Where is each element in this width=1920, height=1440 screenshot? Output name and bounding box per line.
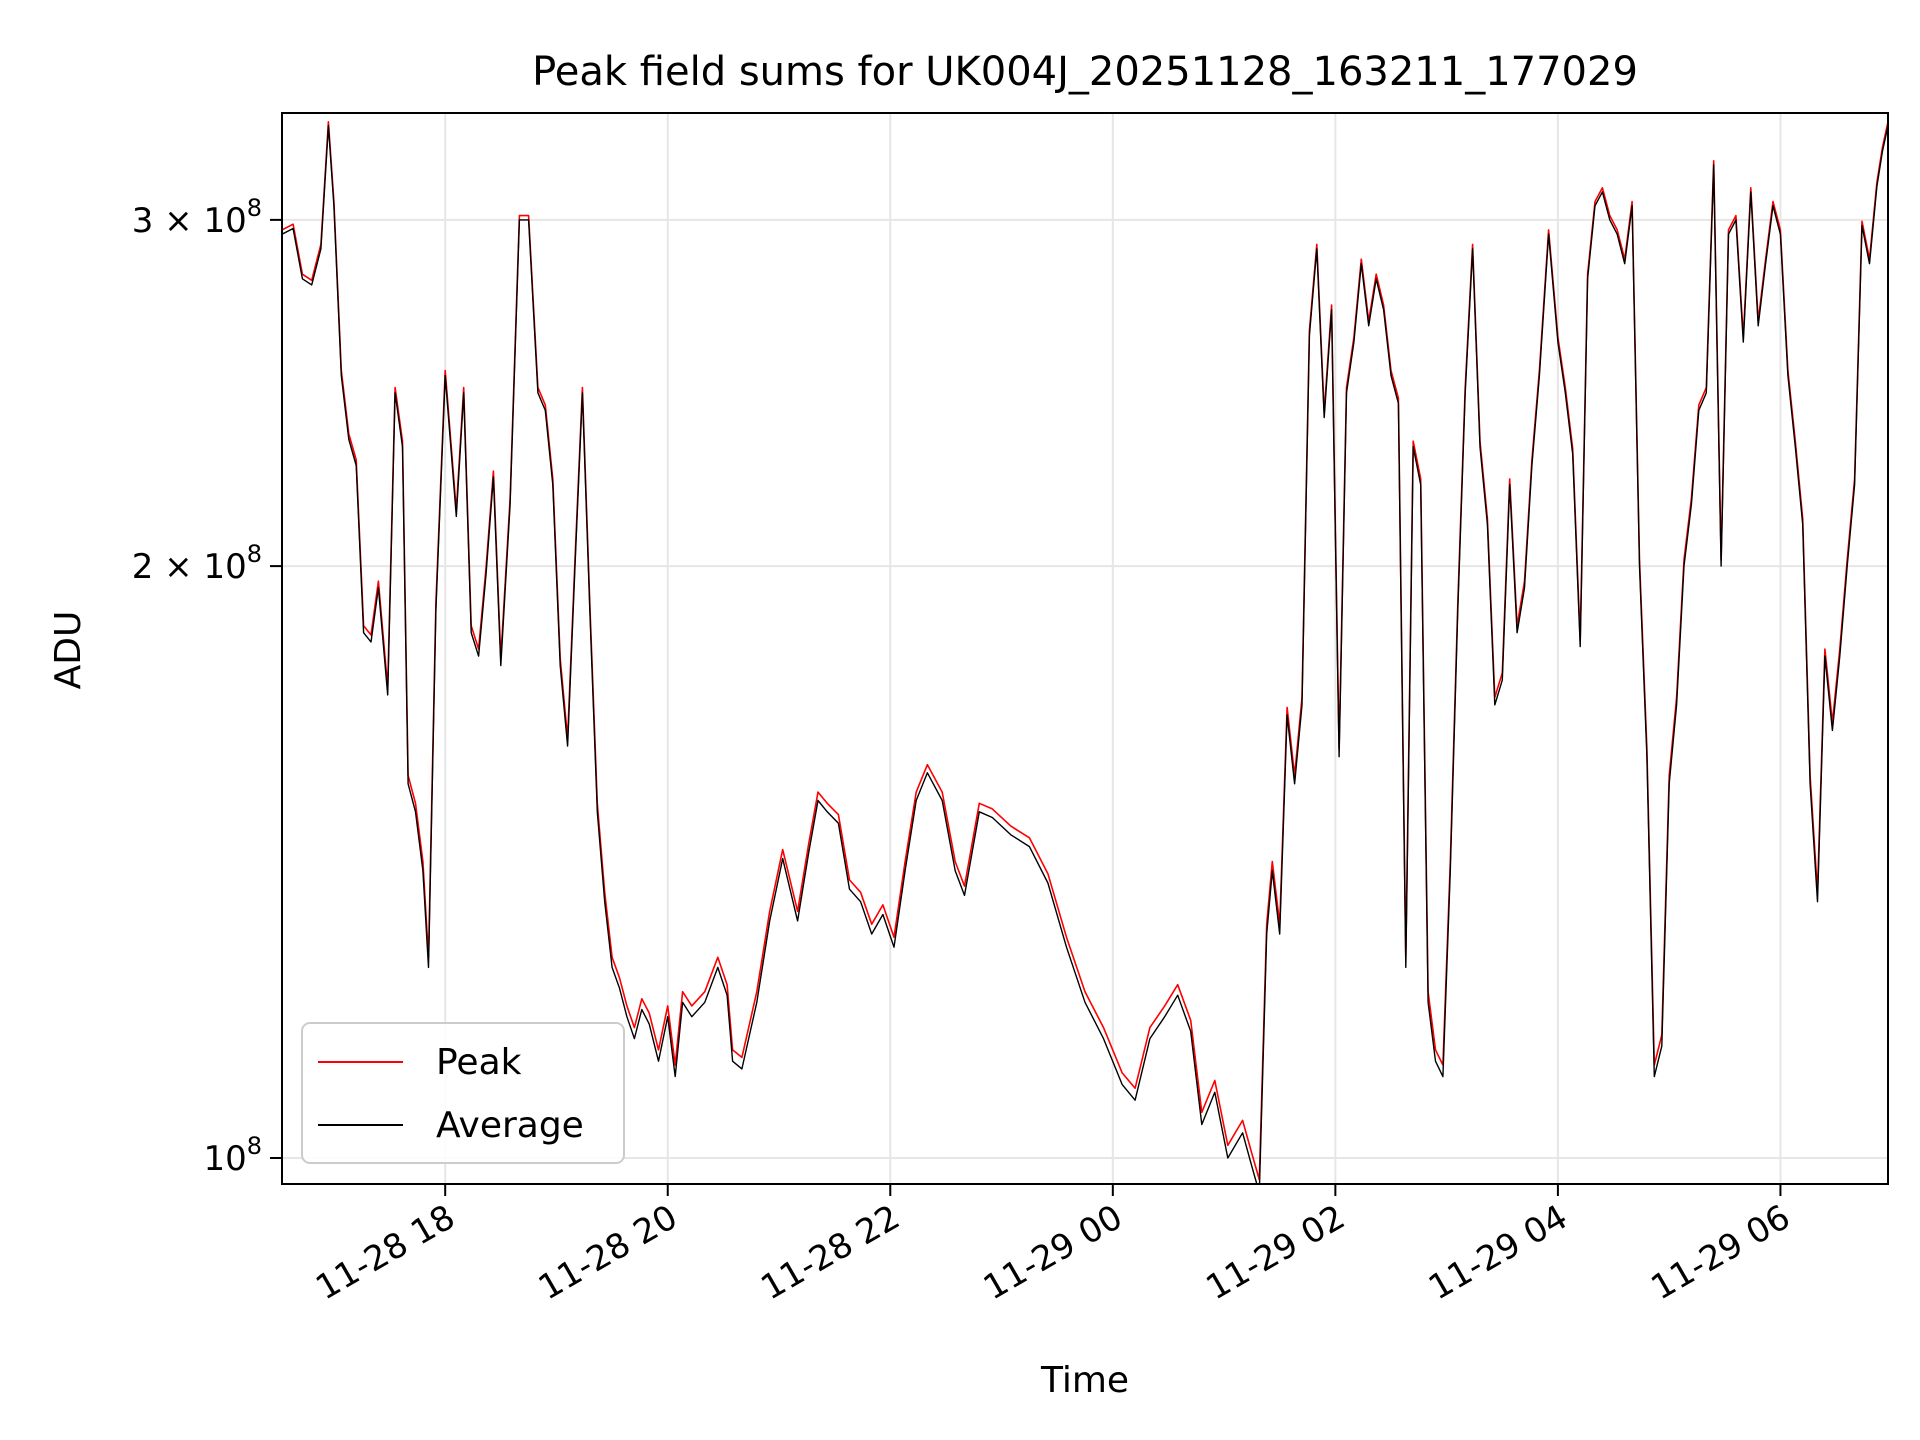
x-axis-label: Time — [1040, 1360, 1129, 1401]
y-tick-exponent: 8 — [247, 194, 262, 222]
legend-label-peak: Peak — [436, 1042, 522, 1083]
legend: Peak Average — [301, 1022, 625, 1164]
y-tick-exponent: 8 — [247, 540, 262, 568]
plot-frame — [281, 112, 1889, 1185]
y-tick-exponent: 8 — [247, 1132, 262, 1160]
legend-box — [301, 1022, 625, 1164]
series-line-average — [282, 124, 1888, 1184]
y-tick-label: 108 — [203, 1132, 262, 1179]
chart-title: Peak field sums for UK004J_20251128_1632… — [532, 49, 1638, 95]
y-tick-base: 10 — [203, 1139, 246, 1179]
y-tick-label: 2 × 108 — [132, 540, 262, 587]
plot-series — [282, 121, 1888, 1184]
y-tick-label: 3 × 108 — [132, 194, 262, 241]
y-tick-base: 3 × 10 — [132, 201, 247, 241]
legend-label-average: Average — [436, 1105, 584, 1146]
y-axis-label: ADU — [48, 611, 89, 690]
y-tick-base: 2 × 10 — [132, 547, 247, 587]
